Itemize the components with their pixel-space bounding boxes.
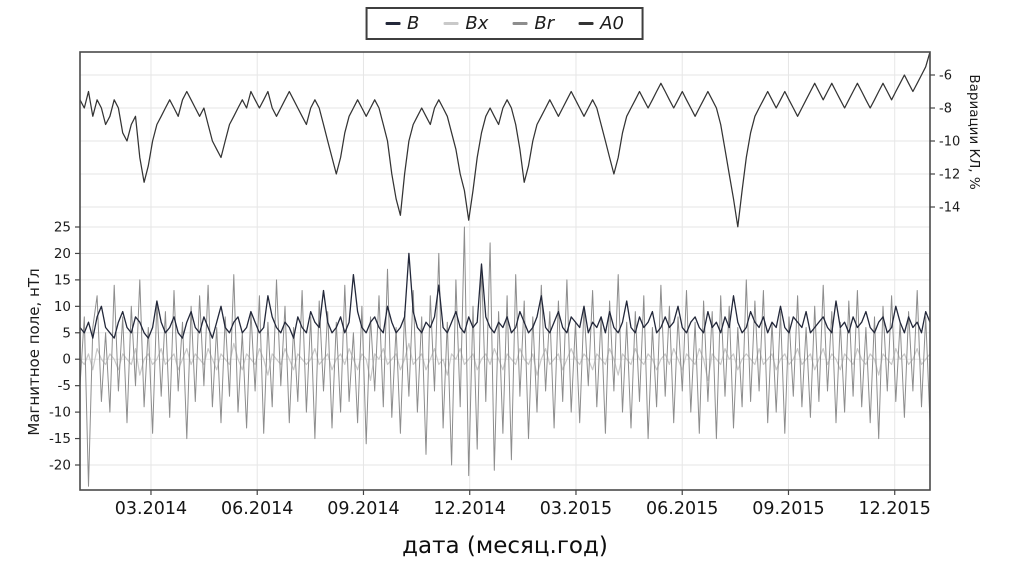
- legend-item-A0: A0: [578, 13, 624, 34]
- x-tick-label: 12.2014: [434, 499, 506, 519]
- axis-ticks: 25 20 15 10 5 0 -5 -10 -15 -20 -6 -8 -10 -12 -14 03.201…: [49, 69, 960, 520]
- legend-label: Br: [534, 13, 555, 34]
- legend-dash-Br: [512, 22, 528, 25]
- legend-label: Bx: [465, 13, 489, 34]
- right-tick-label: -10: [939, 135, 960, 150]
- left-tick-label: 25: [54, 220, 71, 236]
- left-tick-label: -20: [49, 458, 71, 474]
- x-axis-title: дата (месяц.год): [402, 533, 608, 559]
- left-tick-label: 0: [62, 352, 71, 368]
- right-tick-label: -8: [939, 102, 952, 117]
- legend-dash-A0: [578, 22, 594, 25]
- legend-item-B: B: [385, 13, 419, 34]
- right-tick-label: -12: [939, 168, 960, 183]
- legend-dash-Bx: [443, 22, 459, 25]
- left-tick-label: 10: [54, 299, 71, 315]
- left-tick-label: -5: [58, 378, 71, 394]
- x-tick-label: 09.2015: [752, 499, 824, 519]
- x-tick-label: 03.2014: [115, 499, 187, 519]
- x-tick-label: 03.2015: [540, 499, 612, 519]
- x-tick-label: 12.2015: [859, 499, 931, 519]
- x-tick-label: 09.2014: [327, 499, 399, 519]
- left-tick-label: 15: [54, 272, 71, 288]
- right-tick-label: -6: [939, 69, 952, 84]
- series-Br: [79, 226, 931, 487]
- right-tick-label: -14: [939, 201, 960, 216]
- plot-border: [79, 51, 931, 491]
- left-tick-label: 5: [62, 325, 71, 341]
- left-axis-title: Магнитное поле, нТл: [25, 268, 43, 436]
- series-A0: [79, 51, 931, 228]
- left-tick-label: -15: [49, 431, 71, 447]
- right-axis-title: Вариации КЛ, %: [966, 74, 982, 190]
- legend-label: A0: [600, 13, 624, 34]
- legend: B Bx Br A0: [365, 7, 644, 40]
- left-tick-label: -10: [49, 405, 71, 421]
- legend-item-Bx: Bx: [443, 13, 488, 34]
- legend-item-Br: Br: [512, 13, 554, 34]
- left-tick-label: 20: [54, 246, 71, 262]
- gridlines: [80, 52, 930, 490]
- series-B: [79, 252, 931, 339]
- x-tick-label: 06.2014: [221, 499, 293, 519]
- legend-label: B: [407, 13, 420, 34]
- legend-dash-B: [385, 22, 401, 25]
- x-tick-label: 06.2015: [646, 499, 718, 519]
